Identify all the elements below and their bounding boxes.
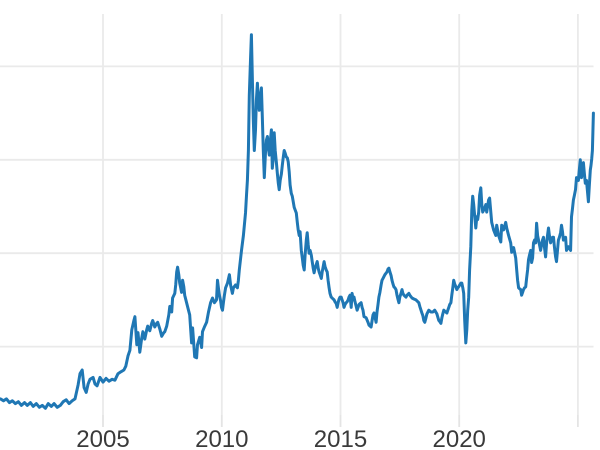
x-tick-label-2020: 2020 (433, 426, 486, 450)
x-tick-label-2005: 2005 (76, 426, 129, 450)
grid-layer (0, 14, 594, 415)
price-line-series (0, 33, 595, 410)
x-tick-label-2015: 2015 (314, 426, 367, 450)
x-axis: 2005 2010 2015 2020 (76, 415, 579, 450)
x-tick-label-2010: 2010 (195, 426, 248, 450)
series-layer (0, 33, 595, 410)
